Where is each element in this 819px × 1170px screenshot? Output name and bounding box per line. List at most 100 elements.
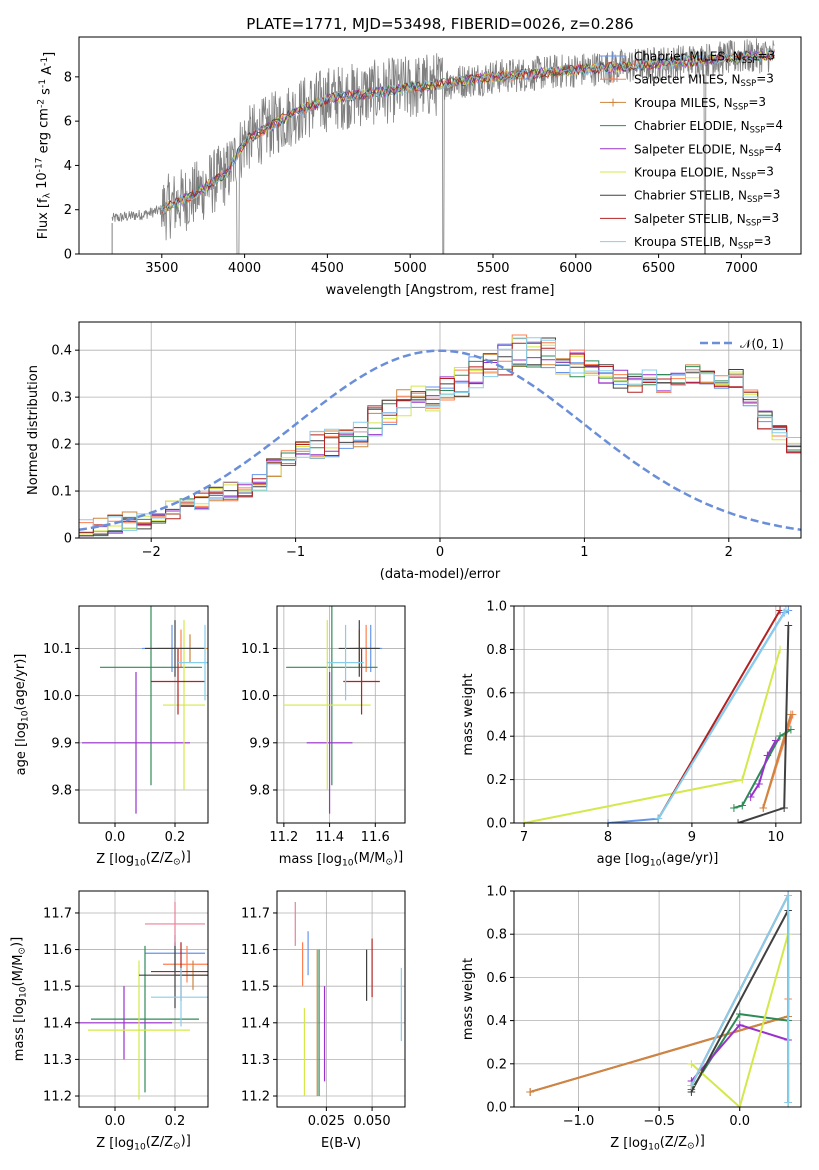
label-fragment: 10 — [134, 1143, 146, 1153]
y-tick-label: 11.4 — [43, 1016, 72, 1031]
x-tick-label: 0.050 — [353, 1114, 390, 1129]
x-tick-label: −2 — [142, 545, 161, 560]
plot-area — [79, 334, 801, 537]
y-tick-label: 0 — [64, 248, 72, 263]
weight-point-marker: + — [519, 816, 529, 830]
label-fragment: Z [log — [610, 1136, 648, 1151]
weight-series-line — [737, 625, 790, 823]
legend-label: Kroupa MILES, NSSP=3 — [634, 95, 766, 112]
x-tick-label: 11.2 — [269, 830, 298, 845]
label-fragment: (data-model)/error — [380, 567, 501, 582]
weight-point-marker: + — [783, 1096, 793, 1110]
label-fragment: ⊙ — [173, 858, 181, 868]
label-fragment: Normed distribution — [26, 365, 41, 495]
residual-histogram-step — [79, 349, 801, 537]
label-fragment: λ — [43, 192, 53, 198]
x-tick-label: 0.0 — [105, 830, 126, 845]
label-fragment: erg cm — [37, 108, 52, 157]
model-spectrum-line — [161, 52, 775, 213]
label-fragment: wavelength [Angstrom, rest frame] — [326, 283, 555, 298]
y-tick-label: 0.4 — [486, 1014, 507, 1029]
y-tick-label: 0.2 — [51, 438, 72, 453]
label-fragment: )] — [181, 850, 191, 865]
y-tick-label: 9.9 — [51, 736, 72, 751]
label-fragment: -1 — [38, 79, 48, 88]
weight-point-marker: + — [779, 801, 789, 815]
label-fragment: 10 — [35, 172, 50, 193]
legend-label: 𝒩(0, 1) — [740, 337, 784, 351]
x-axis-label: Z [log10(Z/Z⊙)] — [96, 1134, 191, 1153]
label-fragment: mass weight — [461, 673, 476, 755]
x-tick-label: −1 — [286, 545, 305, 560]
y-axis-label: mass weight — [461, 958, 476, 1040]
age-vs-mass-panel: 11.2 11.4 11.6 9.8 9.9 10.0 10.1 mass [log10(M/… — [241, 605, 406, 869]
x-tick-label: 1 — [580, 545, 588, 560]
spectrum-panel: 3500 4000 4500 5000 5500 6000 6500 7000 0 2 4 6 8 wav… — [35, 36, 802, 298]
label-fragment: (M/M — [354, 851, 386, 866]
y-tick-label: 0.6 — [486, 971, 507, 986]
label-fragment: (M/M — [11, 955, 26, 987]
y-tick-label: 11.6 — [241, 943, 270, 958]
weight-point-marker: + — [735, 1007, 745, 1021]
y-tick-label: 11.7 — [43, 906, 72, 921]
y-tick-label: 11.3 — [43, 1053, 72, 1068]
y-tick-label: 0.4 — [486, 730, 507, 745]
label-fragment: )] — [695, 1134, 705, 1149]
weight-point-marker: + — [788, 708, 798, 722]
x-tick-label: 6000 — [559, 261, 592, 276]
label-fragment: (Z/Z — [146, 851, 173, 866]
weight-series-line — [749, 740, 777, 798]
legend-label: Salpeter MILES, NSSP=3 — [634, 72, 774, 89]
y-tick-label: 0.8 — [486, 928, 507, 943]
weight-point-marker: + — [746, 790, 756, 804]
label-fragment: 10 — [648, 1143, 660, 1153]
label-fragment: 10 — [134, 859, 146, 869]
label-fragment: age [log — [597, 852, 650, 867]
label-fragment: mass weight — [461, 958, 476, 1040]
plot-area: + ++++++++++ +++++++++++++++ — [519, 603, 798, 830]
x-axis-label: (data-model)/error — [380, 567, 501, 582]
x-tick-label: 10 — [768, 830, 785, 845]
label-fragment: E(B-V) — [321, 1136, 361, 1151]
plot-area: ++++++++++ +++++++++++++++ — [525, 888, 793, 1110]
y-tick-label: 9.8 — [51, 783, 72, 798]
weight-series-line — [657, 609, 787, 820]
y-tick-label: 11.5 — [43, 980, 72, 995]
label-fragment: Z [log — [96, 1136, 134, 1151]
weight-point-marker: + — [786, 708, 796, 722]
x-tick-label: 8 — [604, 830, 612, 845]
label-fragment: -1 — [40, 57, 50, 66]
x-tick-label: 0.0 — [729, 1114, 750, 1129]
weight-point-marker: + — [686, 1057, 696, 1071]
y-tick-label: 0.4 — [51, 344, 72, 359]
y-tick-label: 9.9 — [249, 736, 270, 751]
weight-point-marker: + — [783, 619, 793, 633]
label-fragment: s — [38, 88, 53, 99]
label-fragment: -17 — [35, 157, 45, 172]
legend-label: Chabrier STELIB, NSSP=3 — [634, 188, 780, 205]
plot-area — [283, 606, 383, 814]
weight-point-marker: + — [762, 749, 772, 763]
weight-point-marker: + — [783, 888, 793, 902]
label-fragment: Z [log — [96, 852, 134, 867]
y-tick-label: 11.3 — [241, 1053, 270, 1068]
weight-point-marker: + — [729, 801, 739, 815]
y-tick-label: 11.5 — [241, 980, 270, 995]
weight-point-marker: + — [686, 1083, 696, 1097]
y-tick-label: 0.8 — [486, 643, 507, 658]
legend-marker: + — [608, 49, 618, 63]
axes-frame — [78, 890, 209, 1108]
residual-histogram-step — [79, 337, 801, 531]
weight-series-line — [690, 933, 790, 1107]
weight-point-marker: + — [758, 801, 768, 815]
weight-point-marker: + — [781, 603, 791, 617]
age-vs-metallicity-panel: 0.0 0.29.89.910.010.1Z [log10(Z/Z⊙)]age [… — [13, 605, 209, 869]
weight-point-marker: + — [653, 812, 663, 826]
weight-point-marker: + — [786, 723, 796, 737]
label-fragment: -2 — [36, 99, 46, 108]
y-tick-label: 0.0 — [486, 817, 507, 832]
label-fragment: age [log — [14, 722, 29, 775]
x-axis-label: E(B-V) — [321, 1136, 361, 1151]
normal-distribution-curve — [79, 349, 801, 532]
label-fragment: ⊙ — [385, 858, 393, 868]
